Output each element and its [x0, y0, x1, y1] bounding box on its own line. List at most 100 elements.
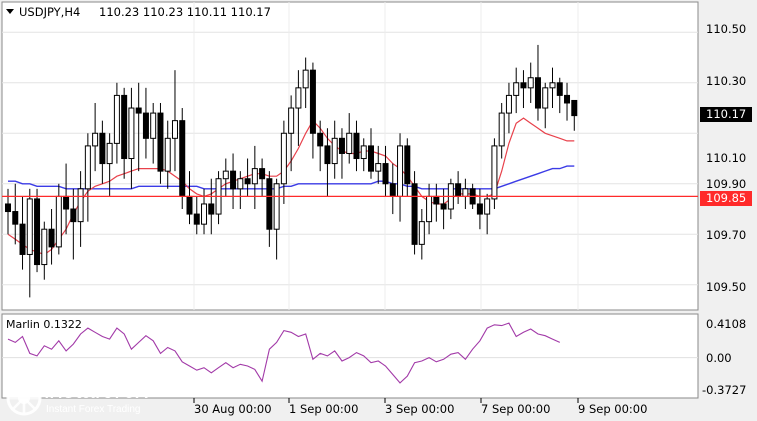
candle-body — [5, 203, 11, 213]
price-pane — [1, 1, 699, 311]
candle-body — [302, 69, 309, 89]
price-axis-label: 109.50 — [706, 280, 746, 294]
price-axis-label: 110.50 — [706, 22, 746, 36]
candle-body — [389, 183, 396, 197]
candle-body — [259, 168, 266, 180]
candle-body — [128, 107, 135, 160]
candle-body — [186, 195, 193, 215]
candle-body — [201, 203, 208, 225]
candle-body — [26, 198, 33, 255]
candle-body — [179, 120, 186, 197]
candle-body — [63, 195, 70, 210]
candle-body — [360, 145, 367, 160]
candle-body — [121, 94, 128, 160]
candle-body — [426, 195, 433, 223]
candle-body — [433, 195, 440, 205]
candle-body — [411, 183, 418, 245]
price-axis-label: 109.70 — [706, 228, 746, 242]
candle-body — [55, 195, 62, 248]
candle-body — [70, 208, 77, 223]
line-price-tag — [700, 191, 752, 206]
watermark-brand: instaforex — [44, 376, 148, 404]
candle-body — [230, 170, 237, 190]
price-axis: 110.50 110.30 110.10 109.90 109.70 109.5… — [706, 22, 746, 294]
candle-body — [491, 145, 498, 200]
candle-body — [520, 82, 527, 89]
candle-body — [476, 203, 483, 215]
candle-body — [244, 178, 251, 185]
candle-body — [34, 198, 41, 266]
candle-body — [397, 145, 404, 197]
candle-body — [150, 112, 157, 139]
candle-body — [84, 145, 91, 190]
candle-body — [92, 132, 99, 147]
ma-slow-layer — [8, 165, 575, 190]
oscillator-layer — [2, 322, 698, 384]
candle-body — [171, 120, 178, 139]
candle-body — [106, 142, 113, 165]
candle-body — [273, 183, 280, 230]
candle-body — [19, 223, 26, 255]
candle-body — [309, 69, 316, 134]
candle-body — [12, 211, 19, 225]
candle-body — [331, 137, 338, 165]
time-axis-label: 7 Sep 00:00 — [481, 402, 550, 416]
indicator-axis-label: -0.3727 — [702, 383, 746, 397]
candle-body — [288, 107, 295, 134]
instaforex-logo-icon — [6, 380, 42, 416]
current-price-value: 110.17 — [706, 107, 746, 121]
candle-body — [513, 82, 520, 96]
time-axis: 30 Aug 00:00 1 Sep 00:00 3 Sep 00:00 7 S… — [193, 398, 647, 416]
candle-body — [375, 163, 382, 172]
price-axis-label: 110.30 — [706, 74, 746, 88]
candle-body — [498, 112, 505, 147]
indicator-pane — [1, 313, 699, 399]
candle-body — [41, 228, 48, 266]
candle-body — [251, 168, 258, 185]
candle-body — [556, 82, 563, 96]
candle-body — [99, 132, 106, 165]
dropdown-triangle-icon[interactable] — [6, 9, 14, 14]
indicator-label: Marlin 0.1322 — [6, 318, 82, 331]
time-axis-label: 3 Sep 00:00 — [385, 402, 454, 416]
candle-body — [266, 178, 273, 230]
candle-body — [549, 82, 556, 89]
candle-body — [527, 77, 534, 89]
candle-body — [404, 145, 411, 185]
candle-body — [193, 213, 200, 225]
time-axis-label: 9 Sep 00:00 — [578, 402, 647, 416]
candle-body — [484, 198, 491, 215]
ohlc-values: 110.23 110.23 110.11 110.17 — [99, 5, 271, 19]
price-axis-label: 110.10 — [706, 151, 746, 165]
ma-slow-line — [8, 165, 575, 190]
candle-body — [440, 203, 447, 210]
candle-body — [505, 94, 512, 114]
time-axis-label: 1 Sep 00:00 — [289, 402, 358, 416]
time-axis-label: 30 Aug 00:00 — [194, 402, 272, 416]
candle-body — [353, 132, 360, 160]
candle-body — [368, 145, 374, 172]
line-price-value: 109.85 — [706, 191, 746, 205]
candle-body — [222, 170, 229, 180]
candle-body — [542, 87, 549, 109]
candle-body — [534, 77, 541, 109]
grid-lines — [2, 2, 698, 310]
price-axis-label: 109.90 — [706, 177, 746, 191]
candle-body — [135, 107, 142, 114]
candle-body — [382, 163, 389, 185]
candle-body — [237, 178, 244, 190]
current-price-tag — [700, 107, 752, 122]
candle-body — [77, 188, 84, 223]
candle-body — [208, 203, 215, 215]
candle-body — [338, 137, 345, 154]
watermark-tagline: Instant Forex Trading — [46, 404, 141, 415]
candle-body — [462, 188, 469, 197]
candle-body — [164, 137, 171, 172]
candle-body — [418, 221, 425, 245]
candle-body — [324, 145, 331, 165]
candle-body — [295, 87, 302, 109]
candle-body — [455, 183, 462, 197]
candle-body — [317, 132, 324, 147]
indicator-axis-label: 0.4108 — [706, 317, 746, 331]
